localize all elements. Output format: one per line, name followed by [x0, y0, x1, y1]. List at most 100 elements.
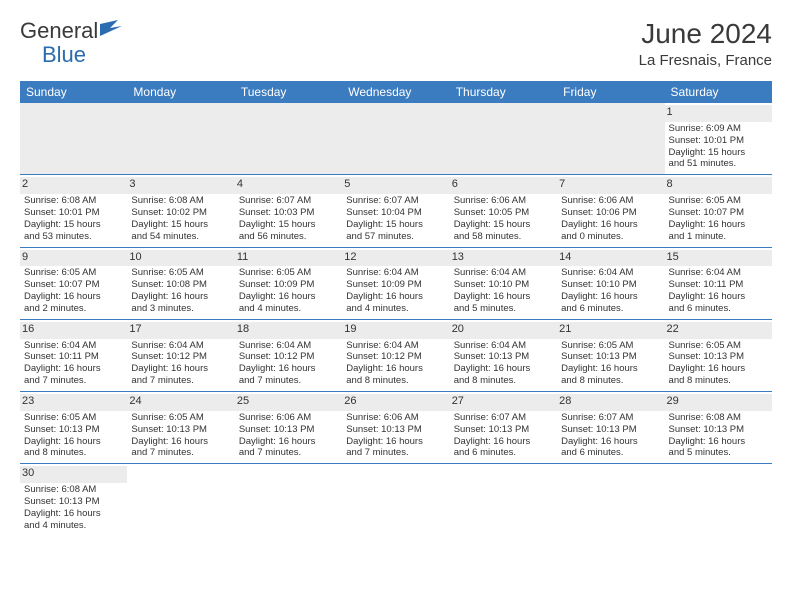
- daylight1-text: Daylight: 16 hours: [669, 291, 768, 303]
- daylight1-text: Daylight: 16 hours: [239, 363, 338, 375]
- sunset-text: Sunset: 10:13 PM: [561, 351, 660, 363]
- day-cell: 13Sunrise: 6:04 AMSunset: 10:10 PMDaylig…: [450, 248, 557, 319]
- day-header-thursday: Thursday: [450, 81, 557, 103]
- day-number: 12: [342, 250, 449, 267]
- sunrise-text: Sunrise: 6:04 AM: [239, 340, 338, 352]
- day-number: 25: [235, 394, 342, 411]
- daylight1-text: Daylight: 16 hours: [239, 291, 338, 303]
- day-number: 21: [557, 322, 664, 339]
- sunset-text: Sunset: 10:12 PM: [131, 351, 230, 363]
- sunrise-text: Sunrise: 6:07 AM: [561, 412, 660, 424]
- sunset-text: Sunset: 10:13 PM: [24, 496, 123, 508]
- day-cell: [450, 464, 557, 535]
- daylight1-text: Daylight: 16 hours: [346, 363, 445, 375]
- sunrise-text: Sunrise: 6:08 AM: [669, 412, 768, 424]
- daylight1-text: Daylight: 16 hours: [561, 436, 660, 448]
- sunset-text: Sunset: 10:02 PM: [131, 207, 230, 219]
- daylight2-text: and 56 minutes.: [239, 231, 338, 243]
- sunrise-text: Sunrise: 6:06 AM: [454, 195, 553, 207]
- week-row: 23Sunrise: 6:05 AMSunset: 10:13 PMDaylig…: [20, 392, 772, 464]
- day-number: 4: [235, 177, 342, 194]
- sunrise-text: Sunrise: 6:05 AM: [561, 340, 660, 352]
- daylight1-text: Daylight: 16 hours: [239, 436, 338, 448]
- sunset-text: Sunset: 10:01 PM: [669, 135, 768, 147]
- logo-flag-icon: [100, 18, 126, 44]
- daylight1-text: Daylight: 16 hours: [131, 363, 230, 375]
- day-number: 20: [450, 322, 557, 339]
- sunrise-text: Sunrise: 6:06 AM: [239, 412, 338, 424]
- day-headers-row: Sunday Monday Tuesday Wednesday Thursday…: [20, 81, 772, 103]
- sunset-text: Sunset: 10:11 PM: [24, 351, 123, 363]
- day-cell: 3Sunrise: 6:08 AMSunset: 10:02 PMDayligh…: [127, 175, 234, 246]
- daylight2-text: and 6 minutes.: [561, 447, 660, 459]
- daylight1-text: Daylight: 16 hours: [561, 291, 660, 303]
- sunrise-text: Sunrise: 6:04 AM: [346, 267, 445, 279]
- day-header-tuesday: Tuesday: [235, 81, 342, 103]
- day-number: 10: [127, 250, 234, 267]
- day-cell: 8Sunrise: 6:05 AMSunset: 10:07 PMDayligh…: [665, 175, 772, 246]
- day-number: 16: [20, 322, 127, 339]
- sunrise-text: Sunrise: 6:05 AM: [669, 195, 768, 207]
- day-number: 28: [557, 394, 664, 411]
- daylight2-text: and 1 minute.: [669, 231, 768, 243]
- day-cell: 29Sunrise: 6:08 AMSunset: 10:13 PMDaylig…: [665, 392, 772, 463]
- daylight1-text: Daylight: 16 hours: [24, 508, 123, 520]
- day-cell: [557, 464, 664, 535]
- daylight2-text: and 8 minutes.: [669, 375, 768, 387]
- sunrise-text: Sunrise: 6:07 AM: [346, 195, 445, 207]
- day-cell: 9Sunrise: 6:05 AMSunset: 10:07 PMDayligh…: [20, 248, 127, 319]
- sunrise-text: Sunrise: 6:05 AM: [24, 412, 123, 424]
- day-cell: 11Sunrise: 6:05 AMSunset: 10:09 PMDaylig…: [235, 248, 342, 319]
- day-cell: 2Sunrise: 6:08 AMSunset: 10:01 PMDayligh…: [20, 175, 127, 246]
- daylight2-text: and 5 minutes.: [454, 303, 553, 315]
- sunrise-text: Sunrise: 6:04 AM: [669, 267, 768, 279]
- sunset-text: Sunset: 10:13 PM: [239, 424, 338, 436]
- day-number: 8: [665, 177, 772, 194]
- day-number: 14: [557, 250, 664, 267]
- daylight1-text: Daylight: 16 hours: [454, 363, 553, 375]
- day-cell: 5Sunrise: 6:07 AMSunset: 10:04 PMDayligh…: [342, 175, 449, 246]
- sunrise-text: Sunrise: 6:08 AM: [131, 195, 230, 207]
- day-number: 6: [450, 177, 557, 194]
- sunrise-text: Sunrise: 6:07 AM: [239, 195, 338, 207]
- daylight2-text: and 7 minutes.: [24, 375, 123, 387]
- daylight1-text: Daylight: 16 hours: [669, 219, 768, 231]
- sunset-text: Sunset: 10:05 PM: [454, 207, 553, 219]
- day-cell: 12Sunrise: 6:04 AMSunset: 10:09 PMDaylig…: [342, 248, 449, 319]
- location: La Fresnais, France: [639, 52, 772, 69]
- sunrise-text: Sunrise: 6:06 AM: [346, 412, 445, 424]
- logo-text-general: General: [20, 18, 98, 44]
- day-cell: [665, 464, 772, 535]
- daylight2-text: and 8 minutes.: [454, 375, 553, 387]
- daylight1-text: Daylight: 16 hours: [454, 436, 553, 448]
- daylight1-text: Daylight: 16 hours: [131, 436, 230, 448]
- sunset-text: Sunset: 10:01 PM: [24, 207, 123, 219]
- sunrise-text: Sunrise: 6:05 AM: [131, 267, 230, 279]
- sunrise-text: Sunrise: 6:04 AM: [346, 340, 445, 352]
- calendar: Sunday Monday Tuesday Wednesday Thursday…: [20, 81, 772, 536]
- daylight2-text: and 3 minutes.: [131, 303, 230, 315]
- daylight1-text: Daylight: 16 hours: [454, 291, 553, 303]
- daylight1-text: Daylight: 15 hours: [454, 219, 553, 231]
- sunrise-text: Sunrise: 6:05 AM: [131, 412, 230, 424]
- sunset-text: Sunset: 10:06 PM: [561, 207, 660, 219]
- daylight1-text: Daylight: 15 hours: [669, 147, 768, 159]
- daylight1-text: Daylight: 16 hours: [24, 436, 123, 448]
- day-cell: 14Sunrise: 6:04 AMSunset: 10:10 PMDaylig…: [557, 248, 664, 319]
- daylight2-text: and 58 minutes.: [454, 231, 553, 243]
- daylight1-text: Daylight: 16 hours: [24, 291, 123, 303]
- day-cell: 30Sunrise: 6:08 AMSunset: 10:13 PMDaylig…: [20, 464, 127, 535]
- month-title: June 2024: [639, 18, 772, 50]
- sunrise-text: Sunrise: 6:08 AM: [24, 195, 123, 207]
- day-number: 1: [665, 105, 772, 122]
- sunrise-text: Sunrise: 6:05 AM: [669, 340, 768, 352]
- daylight2-text: and 7 minutes.: [346, 447, 445, 459]
- day-number: 3: [127, 177, 234, 194]
- sunset-text: Sunset: 10:09 PM: [346, 279, 445, 291]
- title-block: June 2024 La Fresnais, France: [639, 18, 772, 69]
- sunrise-text: Sunrise: 6:09 AM: [669, 123, 768, 135]
- daylight2-text: and 7 minutes.: [239, 375, 338, 387]
- sunrise-text: Sunrise: 6:06 AM: [561, 195, 660, 207]
- week-row: 30Sunrise: 6:08 AMSunset: 10:13 PMDaylig…: [20, 464, 772, 535]
- sunset-text: Sunset: 10:07 PM: [24, 279, 123, 291]
